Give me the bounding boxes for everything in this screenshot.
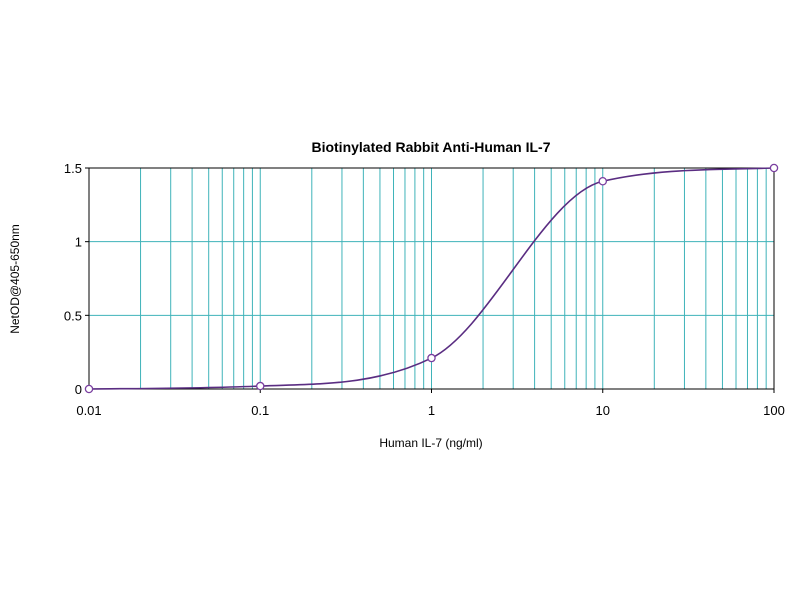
y-axis-label: NetOD@405-650nm (8, 224, 22, 334)
x-axis-label: Human IL-7 (ng/ml) (379, 436, 482, 450)
x-tick-label: 0.01 (76, 403, 101, 418)
fit-curve (88, 167, 775, 390)
y-tick-label: 1 (75, 235, 82, 250)
data-point (427, 353, 436, 363)
x-tick-label: 10 (596, 403, 610, 418)
x-axis: 0.01 0.1 1 10 100 (76, 389, 785, 418)
y-tick-label: 0.5 (64, 308, 82, 323)
y-tick-label: 0 (75, 382, 82, 397)
data-markers (84, 163, 779, 394)
x-tick-label: 0.1 (251, 403, 269, 418)
y-tick-label: 1.5 (64, 161, 82, 176)
chart-title: Biotinylated Rabbit Anti-Human IL-7 (311, 139, 550, 155)
data-point (598, 177, 608, 186)
data-point (769, 163, 779, 173)
x-tick-label: 1 (428, 403, 435, 418)
x-tick-label: 100 (763, 403, 785, 418)
grid (88, 167, 774, 390)
data-point (84, 384, 94, 394)
y-axis: 0 0.5 1 1.5 (64, 161, 89, 397)
data-point (255, 381, 265, 391)
